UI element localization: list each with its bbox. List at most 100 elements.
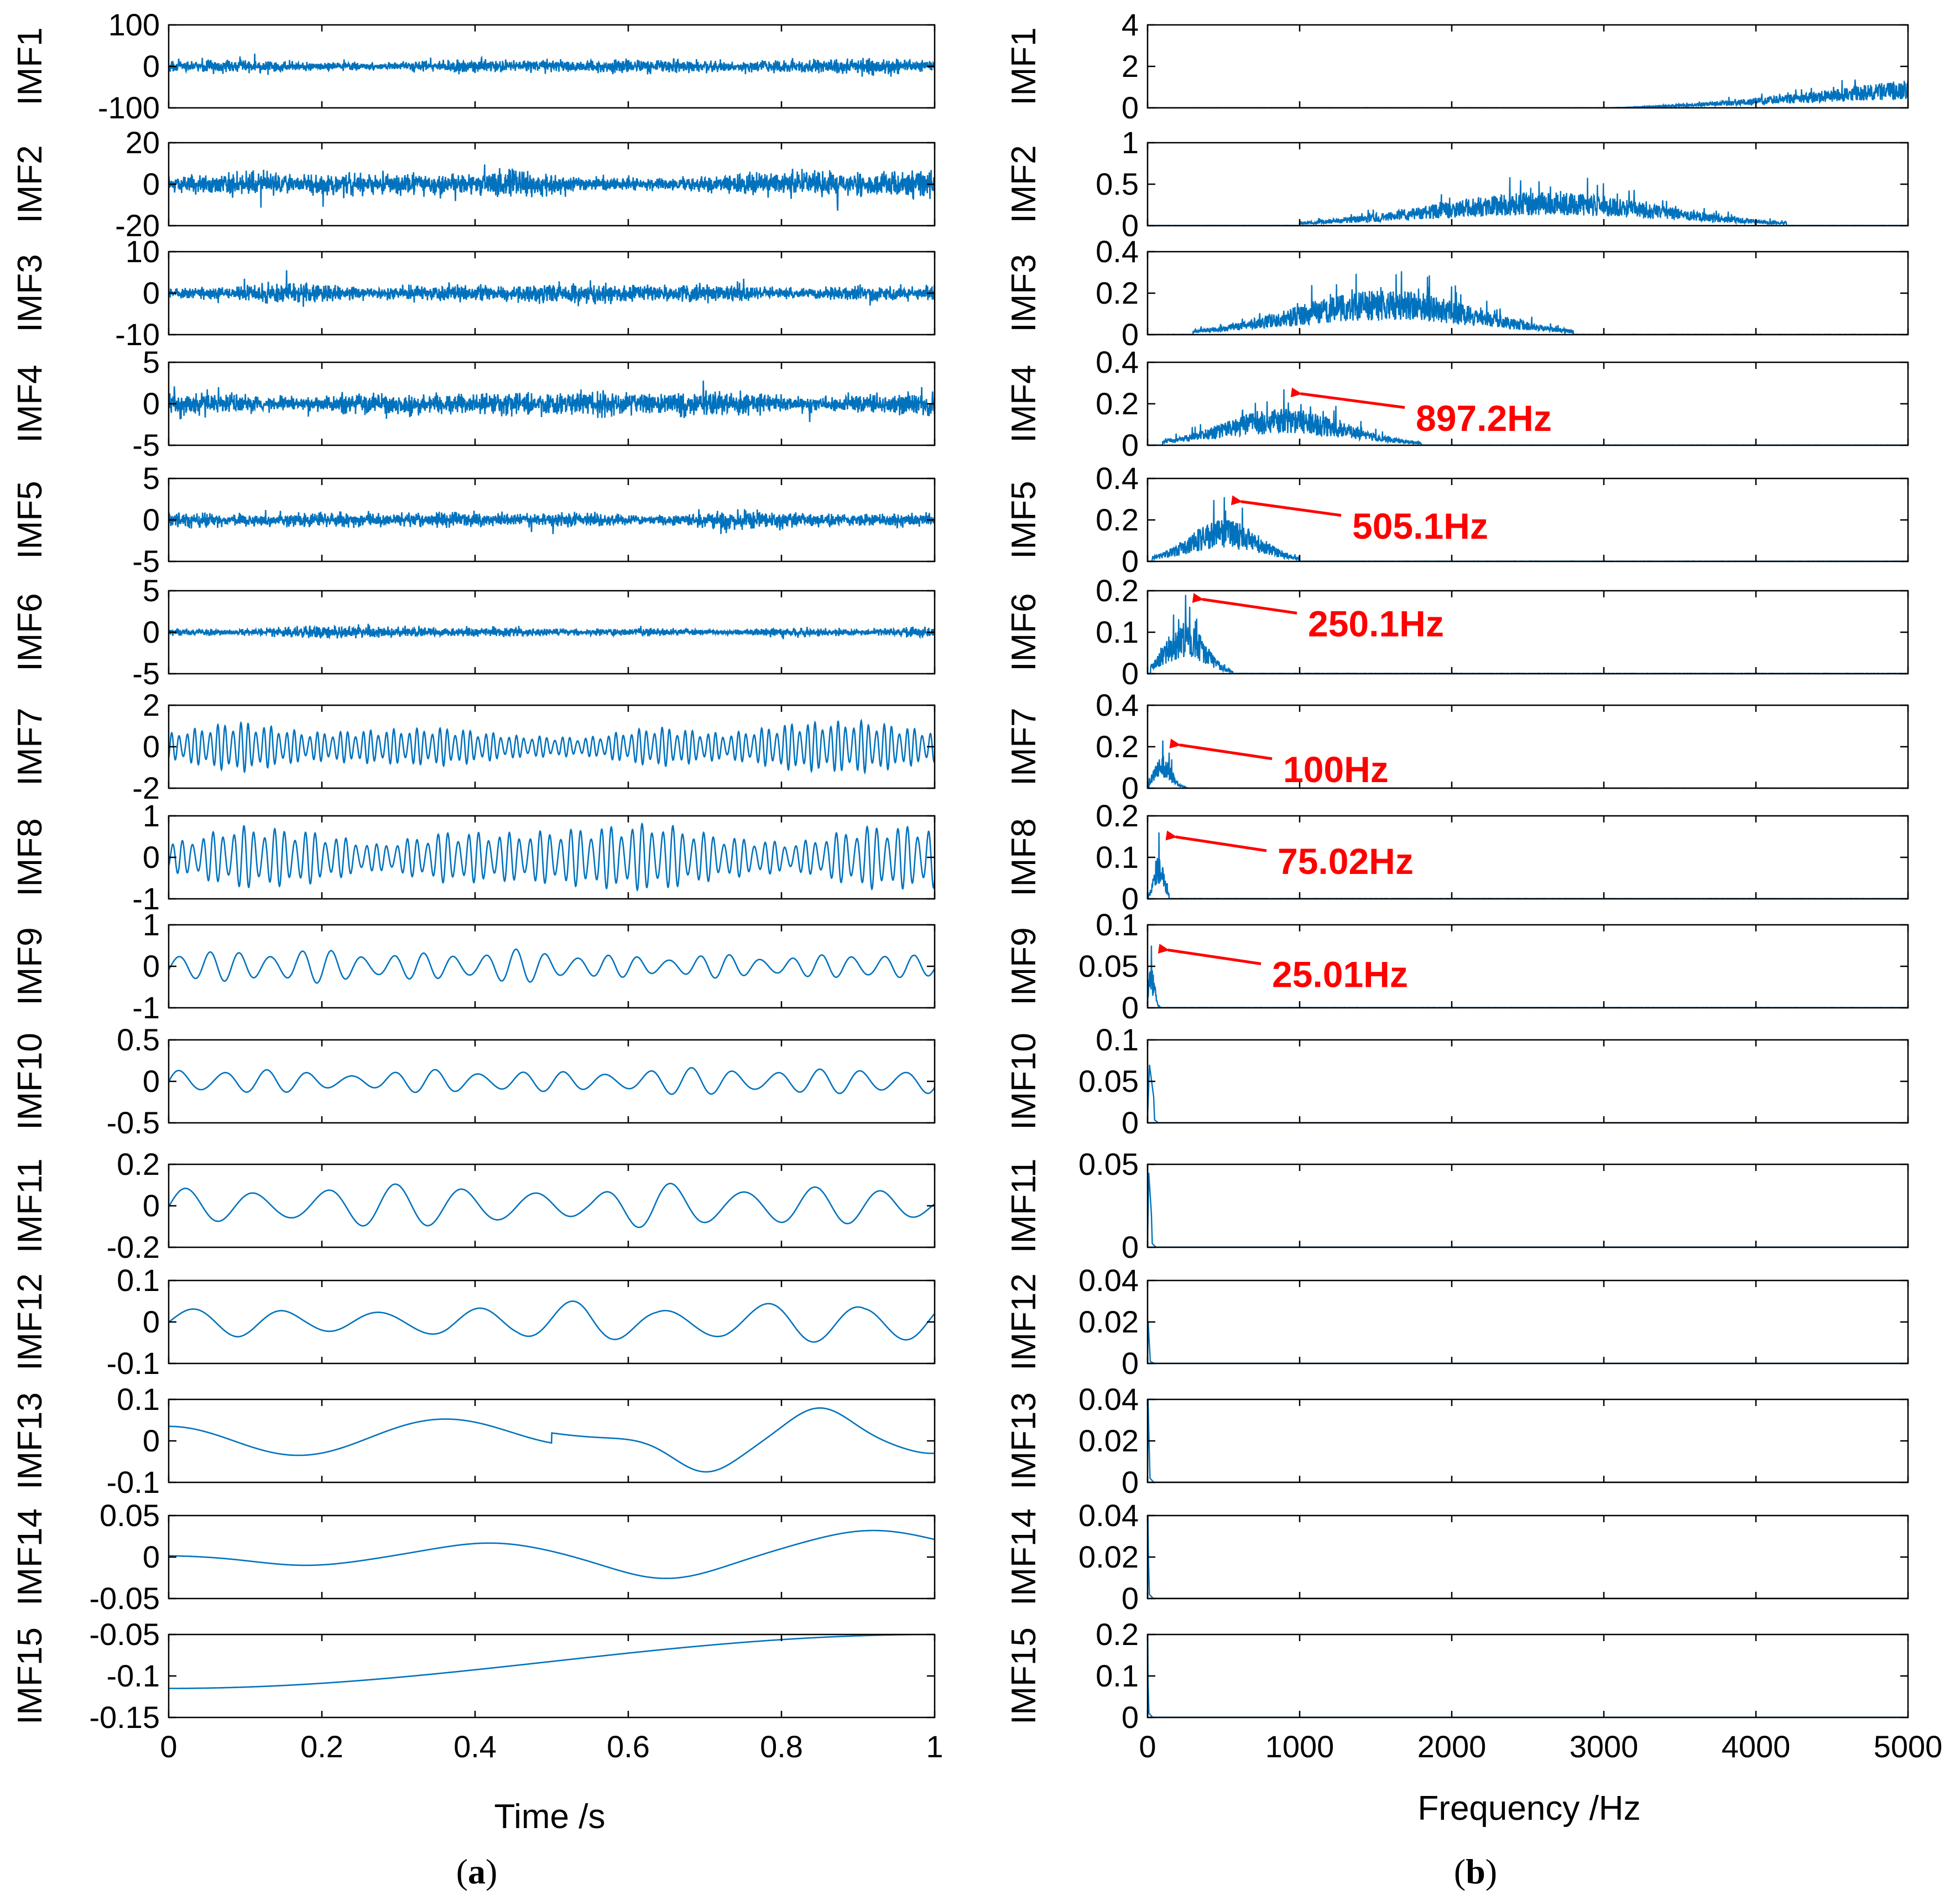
annotation-imf9: 25.01Hz [1158,944,1408,995]
a-trace-imf10 [169,1067,935,1095]
b-ytick-label: 1 [1122,125,1139,160]
a-ytick-label: 0 [143,840,160,874]
a-ytick-label: -5 [132,656,160,691]
b-ytick-label: 0.02 [1078,1304,1139,1339]
a-ytick-label: -0.1 [107,1465,160,1500]
a-ylabel-imf9: IMF9 [11,927,49,1005]
a-ylabel-imf6: IMF6 [11,593,49,671]
a-ytick-label: 5 [143,345,160,379]
a-xtick-label: 0.4 [453,1729,497,1764]
b-ytick-label: 0.04 [1078,1263,1139,1298]
a-trace-imf14 [169,1529,935,1579]
a-frame-imf15 [168,1633,936,1719]
a-ytick-label: -5 [132,544,160,579]
a-xtick-label: 0 [160,1729,177,1764]
a-ytick-label: 5 [143,573,160,608]
a-ylabel-imf11: IMF11 [11,1158,49,1253]
a-trace-imf13 [169,1407,935,1473]
a-trace-imf3 [169,270,935,307]
a-axes-imf15: -0.05 -0.1 -0.15 IMF15 0 0.2 0.4 0.6 0.8 1 [11,1617,943,1764]
b-ylabel-imf14: IMF14 [1005,1508,1043,1606]
b-axes-imf13: 0.04 0.02 0 IMF13 [1005,1382,1909,1500]
b-xtick-label: 4000 [1722,1729,1791,1764]
b-ytick-label: 0.04 [1078,1382,1139,1417]
a-ytick-label: 1 [143,907,160,942]
annotation-label: 100Hz [1283,749,1389,790]
a-ytick-label: 0 [143,166,160,201]
b-axes-imf2: 1 0.5 0 IMF2 [1005,125,1909,243]
b-ytick-label: 0.4 [1096,461,1139,496]
b-trace-imf1 [1148,79,1908,108]
a-ylabel-imf13: IMF13 [11,1392,49,1490]
b-ytick-label: 0 [1122,544,1139,579]
a-ylabel-imf10: IMF10 [11,1033,49,1130]
b-ytick-label: 0.4 [1096,688,1139,722]
annotation-imf8: 75.02Hz [1165,830,1414,882]
b-ytick-label: 0 [1122,1230,1139,1264]
a-trace-imf15 [169,1634,935,1689]
b-axes-imf9: 0.1 0.05 0 IMF9 [1005,907,1909,1025]
a-ytick-label: 0 [143,275,160,310]
b-ylabel-imf7: IMF7 [1005,707,1043,785]
b-frame-imf8 [1146,815,1909,900]
panel-b-label: (b) [1454,1852,1497,1891]
b-ytick-label: 0.4 [1096,345,1139,379]
a-trace-imf1 [169,53,935,77]
b-axes-imf15: 0.2 0.1 0 IMF15 0 1000 2000 3000 4000 5000 [1005,1617,1942,1764]
b-ytick-label: 2 [1122,49,1139,84]
a-frame-imf8 [168,815,936,900]
annotation-label: 75.02Hz [1278,841,1414,882]
a-trace-imf7 [169,719,935,775]
b-trace-imf7 [1148,740,1908,788]
a-ytick-label: 0.1 [117,1382,160,1417]
a-ytick-label: 0.05 [100,1498,160,1533]
a-trace-imf11 [169,1183,935,1228]
b-ytick-label: 0.2 [1096,386,1139,421]
b-axes-imf3: 0.4 0.2 0 IMF3 [1005,234,1909,352]
annotation-arrow [1290,387,1405,409]
b-trace-imf8 [1148,832,1908,899]
b-ytick-label: 0.05 [1078,1064,1139,1099]
b-ytick-label: 0.1 [1096,615,1139,649]
b-ylabel-imf9: IMF9 [1005,927,1043,1005]
b-ylabel-imf4: IMF4 [1005,365,1043,442]
b-ytick-label: 0 [1122,90,1139,125]
a-ytick-label: 0 [143,1539,160,1574]
annotation-arrow [1169,738,1273,761]
b-ytick-label: 0.2 [1096,275,1139,310]
a-ytick-label: 0 [143,502,160,537]
b-xtick-label: 2000 [1417,1729,1487,1764]
a-xtick-label: 1 [926,1729,943,1764]
b-ytick-label: 0.1 [1096,907,1139,942]
b-xtick-label: 0 [1139,1729,1156,1764]
annotation-arrow [1158,944,1262,965]
b-trace-imf12 [1148,1321,1908,1363]
b-ytick-label: 0.02 [1078,1539,1139,1574]
a-axes-imf2: 20 0 -20 IMF2 [11,125,936,243]
b-ylabel-imf12: IMF12 [1005,1273,1043,1371]
a-ytick-label: 1 [143,798,160,833]
b-ylabel-imf10: IMF10 [1005,1033,1043,1130]
b-axes-imf1: 4 2 0 IMF1 [1005,7,1909,125]
a-frame-imf12 [168,1279,936,1365]
a-ytick-label: 0.2 [117,1147,160,1181]
b-trace-imf9 [1148,945,1908,1008]
figure-labels: Time /s Frequency /Hz (a) (b) [456,1789,1641,1891]
b-xtick-label: 1000 [1265,1729,1335,1764]
a-axes-imf3: 10 0 -10 IMF3 [11,234,936,352]
b-ytick-label: 0 [1122,1105,1139,1140]
a-ytick-label: 2 [143,688,160,722]
a-ytick-label: 0 [143,1304,160,1339]
annotation-arrow [1192,593,1297,615]
a-axes-imf6: 5 0 -5 IMF6 [11,573,936,691]
b-frame-imf11 [1146,1163,1909,1248]
b-ytick-label: 0.1 [1096,1658,1139,1693]
panel-a-label-letter: a [468,1852,486,1891]
b-ylabel-imf2: IMF2 [1005,145,1043,223]
a-ytick-label: -1 [132,990,160,1025]
b-axes-imf6: 0.2 0.1 0 IMF6 [1005,573,1909,691]
a-trace-imf12 [169,1300,935,1343]
a-ytick-label: 0 [143,615,160,649]
b-axes-imf11: 0.05 0 IMF11 [1005,1147,1909,1264]
b-ylabel-imf15: IMF15 [1005,1627,1043,1725]
